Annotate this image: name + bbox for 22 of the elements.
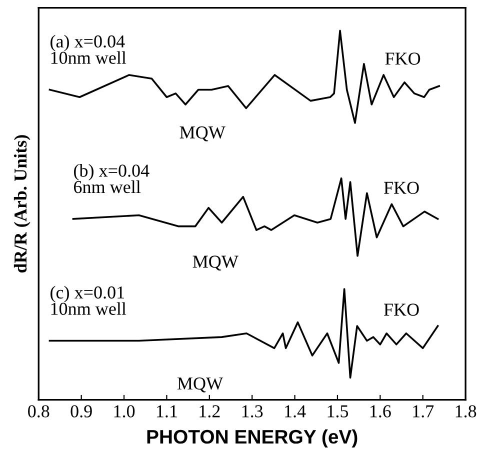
annotation: FKO (384, 304, 419, 316)
x-tick-label: 1.3 (242, 405, 263, 418)
annotation: MQW (180, 126, 226, 142)
x-tick-label: 1.6 (370, 405, 391, 418)
x-tick-label: 1.8 (456, 405, 476, 418)
x-tick-label: 1.7 (413, 405, 434, 418)
series-label: (c) x=0.01 10nm well (50, 286, 126, 315)
x-axis-title: PHOTON ENERGY (eV) (147, 429, 358, 448)
series-label: (b) x=0.04 6nm well (74, 164, 150, 194)
annotation: FKO (385, 52, 420, 65)
x-tick-label: 1.2 (200, 405, 220, 418)
annotation: MQW (177, 377, 224, 392)
x-tick-label: 0.9 (70, 405, 92, 418)
series-label: (a) x=0.04 10nm well (50, 34, 126, 64)
annotation: MQW (192, 256, 238, 271)
y-axis-title: dR/R (Arb. Units) (14, 135, 30, 273)
x-tick-label: 1.5 (328, 405, 348, 418)
x-tick-label: 1.0 (114, 405, 135, 418)
x-tick-label: 1.1 (157, 405, 177, 418)
annotation: FKO (384, 182, 419, 194)
x-tick-label: 0.8 (28, 405, 50, 418)
x-tick-label: 1.4 (285, 405, 306, 418)
